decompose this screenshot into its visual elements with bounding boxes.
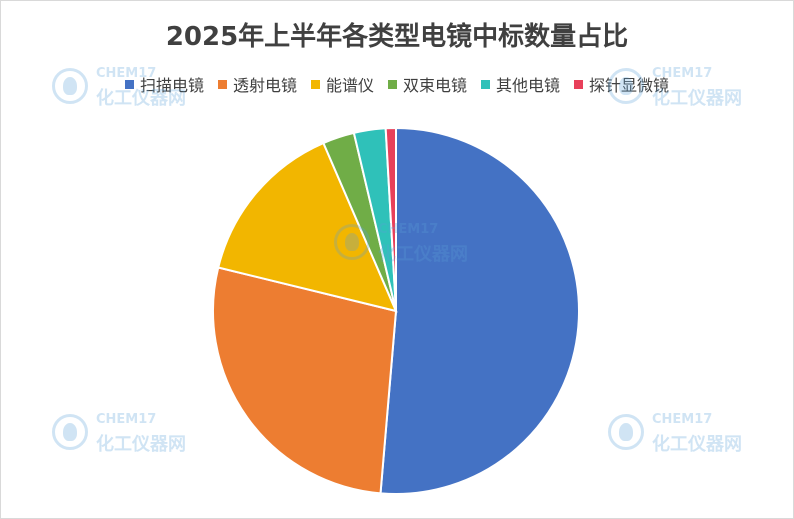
legend-label-2: 能谱仪 (325, 76, 374, 95)
chart-title: 2025年上半年各类型电镜中标数量占比 (165, 22, 629, 52)
pie-slice-5 (384, 126, 397, 312)
watermark-bottom-text: 化工仪器网 (652, 434, 742, 455)
watermark-top-right: CHEM17 化工仪器网 (608, 62, 758, 112)
watermark-bottom-left: CHEM17 化工仪器网 (52, 408, 202, 458)
pie-slice-1 (212, 266, 398, 495)
watermark-top-text: CHEM17 (96, 66, 157, 81)
legend-swatch-2 (310, 79, 320, 89)
pie-slice-2 (217, 141, 398, 313)
watermark-top-text: CHEM17 (652, 412, 713, 427)
watermark-logo-icon (52, 414, 88, 450)
legend-label-1: 透射电镜 (232, 76, 297, 95)
legend-item-3: 双束电镜 (388, 72, 467, 96)
legend-label-3: 双束电镜 (403, 76, 468, 95)
watermark-logo-icon (52, 68, 88, 104)
watermark-top-text: CHEM17 (378, 222, 439, 237)
watermark-top-left: CHEM17 化工仪器网 (52, 62, 202, 112)
legend-item-1: 透射电镜 (217, 72, 297, 96)
legend-item-4: 其他电镜 (481, 72, 560, 96)
watermark-bottom-text: 化工仪器网 (96, 88, 186, 109)
watermark-bottom-text: 化工仪器网 (378, 244, 468, 265)
legend-swatch-5 (574, 79, 584, 89)
watermark-bottom-text: 化工仪器网 (96, 434, 186, 455)
watermark-center: CHEM17 化工仪器网 (334, 218, 484, 268)
watermark-logo-icon (608, 68, 644, 104)
legend-item-2: 能谱仪 (310, 72, 374, 96)
watermark-top-text: CHEM17 (652, 66, 713, 81)
legend-swatch-1 (217, 79, 227, 89)
legend-swatch-3 (388, 79, 397, 89)
watermark-bottom-right: CHEM17 化工仪器网 (608, 408, 758, 458)
watermark-logo-icon (334, 224, 370, 260)
pie-slice-0 (379, 126, 580, 495)
watermark-logo-icon (608, 414, 644, 450)
legend-label-0: 扫描电镜 (139, 76, 204, 95)
watermark-top-text: CHEM17 (96, 412, 157, 427)
legend-swatch-4 (481, 79, 491, 89)
watermark-bottom-text: 化工仪器网 (652, 88, 742, 109)
legend-item-0: 扫描电镜 (124, 72, 204, 96)
legend-label-4: 其他电镜 (496, 76, 561, 95)
legend-swatch-0 (124, 79, 134, 89)
